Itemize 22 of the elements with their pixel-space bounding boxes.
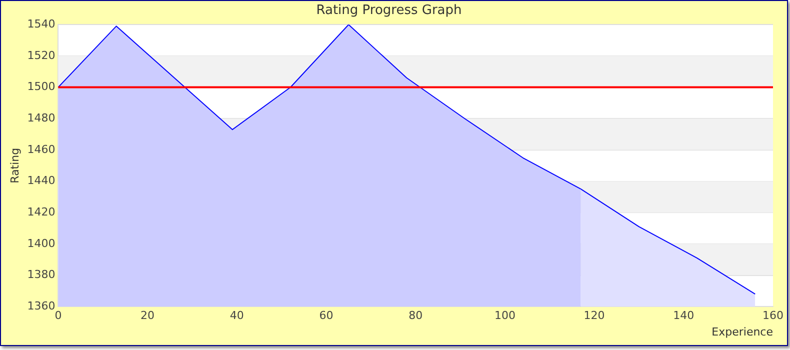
y-tick-label: 1520 [27,48,56,62]
y-tick-label: 1360 [27,299,56,312]
y-axis-title: Rating [8,148,22,184]
x-tick-label: 100 [494,309,516,322]
y-tick-label: 1460 [27,142,56,156]
x-tick-label: 120 [584,309,605,322]
y-tick-label: 1500 [27,80,56,94]
y-tick-label: 1420 [27,205,56,218]
x-tick-label: 0 [54,309,62,322]
y-tick-label: 1540 [27,17,56,30]
x-tick-label: 40 [230,309,244,322]
x-axis-title: Experience [712,325,774,338]
y-tick-label: 1440 [27,174,56,188]
x-tick-label: 60 [319,309,334,322]
y-tick-label: 1400 [27,236,56,250]
x-tick-label: 80 [408,309,423,322]
x-tick-label: 140 [673,309,694,322]
x-tick-label: 20 [140,309,155,322]
x-tick-label: 160 [762,309,784,322]
chart-title: Rating Progress Graph [316,3,462,18]
y-tick-label: 1380 [27,268,56,282]
y-tick-label: 1480 [27,111,56,124]
